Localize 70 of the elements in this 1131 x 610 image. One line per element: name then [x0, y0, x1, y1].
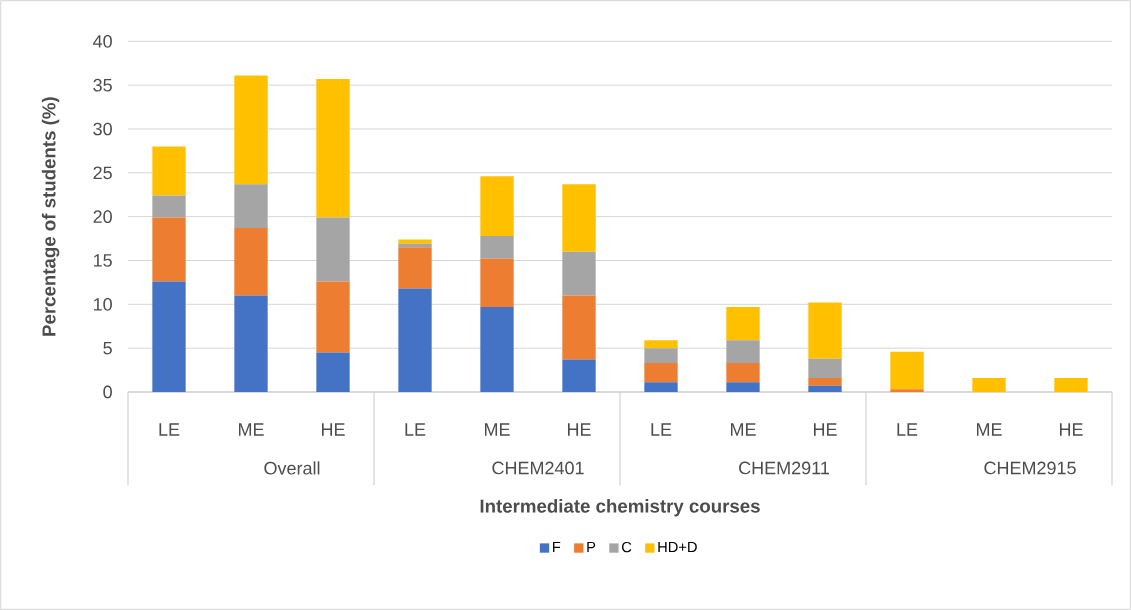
x-tick-label: ME — [976, 423, 1002, 436]
bar — [726, 363, 760, 383]
x-tick-label: LE — [651, 423, 672, 436]
bar — [316, 79, 350, 218]
bar — [316, 352, 350, 392]
text: Overall — [264, 461, 320, 475]
bar — [234, 228, 268, 296]
x-tick-label: ME — [484, 423, 510, 436]
bar — [152, 217, 186, 282]
bar — [398, 288, 432, 392]
x-tick-label: ME — [239, 423, 264, 436]
bar — [808, 377, 842, 386]
legend-label: P — [587, 542, 596, 553]
x-tick-label: LE — [159, 423, 180, 436]
bar — [726, 306, 760, 341]
bar — [562, 184, 596, 252]
legend-label: C — [622, 541, 632, 553]
bar — [890, 389, 924, 392]
bar — [152, 281, 186, 392]
bar — [316, 217, 350, 282]
bar — [644, 348, 678, 364]
bar — [234, 75, 268, 185]
y-axis-title: Percentage of students (%) — [41, 97, 60, 336]
bar — [152, 146, 186, 196]
bar — [480, 306, 514, 392]
y-tick-label: 25 — [93, 166, 112, 180]
legend-label: F — [553, 542, 561, 553]
y-tick-label: 5 — [103, 341, 112, 355]
x-tick-label: ME — [730, 423, 756, 436]
x-tick-label: HE — [1059, 423, 1083, 436]
bar — [808, 302, 842, 359]
bar — [562, 359, 596, 392]
bar — [480, 176, 514, 236]
bar — [890, 351, 924, 390]
x-tick-label: HE — [567, 423, 591, 436]
y-tick-label: 40 — [93, 34, 112, 48]
text: CHEM2915 — [984, 461, 1076, 475]
y-tick-label: 15 — [93, 254, 112, 267]
y-tick-label: 35 — [93, 78, 112, 92]
bar — [480, 258, 514, 307]
bar — [644, 340, 678, 349]
x-tick-label: HE — [813, 423, 837, 436]
x-tick-label: HE — [321, 423, 345, 436]
x-tick-label: LE — [405, 423, 426, 436]
bar — [562, 251, 596, 296]
bar — [316, 281, 350, 353]
bar — [398, 239, 432, 244]
bar — [562, 295, 596, 360]
legend-label: HD+D — [658, 542, 697, 553]
bar — [972, 377, 1006, 392]
bar — [234, 295, 268, 392]
bar — [726, 340, 760, 364]
bar — [480, 235, 514, 259]
x-axis-title: Intermediate chemistry courses — [480, 499, 760, 517]
bar — [726, 382, 760, 392]
y-tick-label: 30 — [93, 122, 112, 136]
bar — [1054, 377, 1088, 392]
bar — [152, 195, 186, 218]
y-tick-label: 0 — [103, 385, 112, 399]
bar — [808, 385, 842, 392]
bar — [644, 382, 678, 392]
text: CHEM2401 — [492, 461, 584, 475]
bar — [644, 363, 678, 383]
bar — [808, 358, 842, 378]
y-tick-label: 20 — [93, 210, 112, 224]
text: CHEM2911 — [739, 461, 829, 475]
bar — [234, 184, 268, 229]
y-tick-label: 10 — [93, 297, 112, 311]
x-tick-label: LE — [897, 423, 918, 436]
bar — [398, 247, 432, 289]
